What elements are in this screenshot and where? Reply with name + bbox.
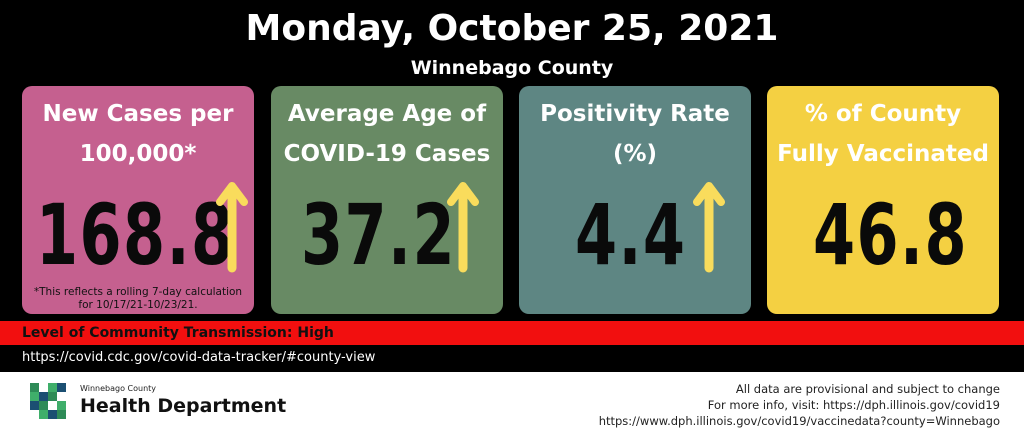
card-label: % of County Fully Vaccinated — [777, 101, 989, 167]
up-arrow-icon — [447, 182, 479, 273]
footer-notes: All data are provisional and subject to … — [599, 381, 1000, 429]
vaccine-data-link[interactable]: https://www.dph.illinois.gov/covid19/vac… — [598, 414, 1000, 428]
card-label: Positivity Rate (%) — [540, 101, 730, 167]
more-info-link[interactable]: For more info, visit: https://dph.illino… — [707, 398, 1000, 412]
card-positivity-rate: Positivity Rate (%) 4.4 — [519, 86, 751, 314]
county-subtitle: Winnebago County — [410, 57, 614, 79]
up-arrow-icon — [693, 182, 725, 273]
org-county-name: Winnebago County — [80, 384, 157, 393]
card-label: Average Age of COVID-19 Cases — [283, 101, 491, 167]
card-average-age: Average Age of COVID-19 Cases 37.2 — [271, 86, 503, 314]
card-value: 168.8 — [36, 186, 235, 284]
card-footnote: *This reflects a rolling 7-day calculati… — [33, 286, 243, 311]
card-new-cases: New Cases per 100,000* 168.8 *This refle… — [22, 86, 254, 314]
health-department-logo-icon — [30, 383, 66, 419]
card-label: New Cases per 100,000* — [42, 101, 234, 167]
card-value: 46.8 — [813, 186, 968, 284]
dashboard-panel: Monday, October 25, 2021 Winnebago Count… — [0, 0, 1024, 372]
card-value: 4.4 — [575, 186, 687, 284]
provisional-note: All data are provisional and subject to … — [735, 382, 1000, 396]
transmission-level: Level of Community Transmission: High — [22, 325, 334, 341]
org-department-name: Health Department — [80, 395, 287, 417]
card-value: 37.2 — [301, 186, 456, 284]
page-title: Monday, October 25, 2021 — [245, 8, 779, 49]
transmission-banner: Level of Community Transmission: High — [0, 321, 1024, 345]
card-fully-vaccinated: % of County Fully Vaccinated 46.8 — [767, 86, 999, 314]
cdc-tracker-link[interactable]: https://covid.cdc.gov/covid-data-tracker… — [22, 350, 376, 365]
up-arrow-icon — [216, 182, 248, 273]
